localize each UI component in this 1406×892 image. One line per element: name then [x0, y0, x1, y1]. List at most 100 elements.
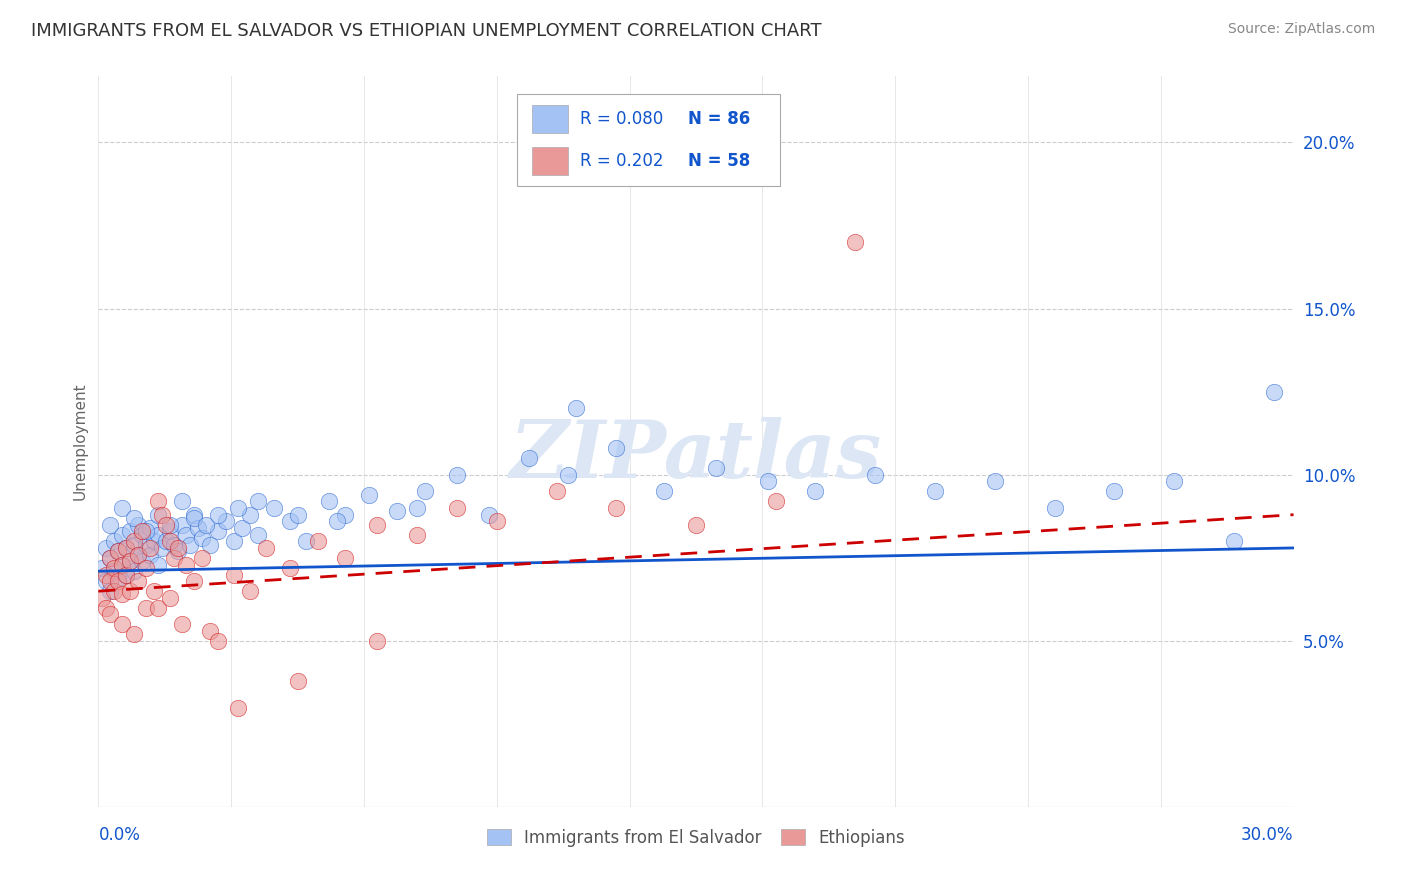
Point: [183, 508, 205, 522]
Point: [605, 441, 627, 455]
Point: [103, 561, 125, 575]
Point: [326, 514, 349, 528]
Point: [98, 550, 122, 565]
Text: R = 0.202: R = 0.202: [581, 152, 664, 169]
Point: [143, 584, 166, 599]
Y-axis label: Unemployment: Unemployment: [72, 383, 87, 500]
Point: [148, 558, 170, 572]
Point: [546, 484, 568, 499]
Point: [98, 574, 122, 589]
Point: [135, 600, 157, 615]
Point: [139, 548, 162, 562]
Point: [135, 524, 157, 539]
Point: [111, 527, 134, 541]
FancyBboxPatch shape: [533, 147, 568, 175]
Text: 30.0%: 30.0%: [1241, 826, 1294, 844]
Point: [167, 541, 190, 555]
Point: [124, 627, 146, 641]
Point: [195, 517, 218, 532]
Point: [148, 527, 170, 541]
Point: [239, 508, 262, 522]
Point: [111, 587, 134, 601]
Text: IMMIGRANTS FROM EL SALVADOR VS ETHIOPIAN UNEMPLOYMENT CORRELATION CHART: IMMIGRANTS FROM EL SALVADOR VS ETHIOPIAN…: [31, 22, 821, 40]
Point: [246, 494, 269, 508]
Point: [96, 600, 118, 615]
Point: [804, 484, 827, 499]
FancyBboxPatch shape: [533, 105, 568, 133]
Legend: Immigrants from El Salvador, Ethiopians: Immigrants from El Salvador, Ethiopians: [481, 822, 911, 854]
Point: [1043, 501, 1066, 516]
Point: [131, 527, 153, 541]
Point: [198, 538, 221, 552]
Point: [120, 524, 142, 539]
Point: [174, 527, 197, 541]
Point: [179, 538, 201, 552]
Point: [865, 467, 887, 482]
Point: [335, 550, 357, 565]
Point: [446, 501, 468, 516]
Point: [96, 567, 118, 582]
Point: [115, 541, 138, 555]
Point: [652, 484, 675, 499]
Text: R = 0.080: R = 0.080: [581, 110, 664, 128]
Point: [198, 624, 221, 638]
Point: [605, 501, 627, 516]
Point: [96, 574, 118, 589]
Point: [98, 607, 122, 622]
Point: [91, 591, 114, 605]
Point: [478, 508, 501, 522]
Point: [148, 508, 170, 522]
Point: [124, 564, 146, 578]
Point: [159, 591, 181, 605]
Text: N = 86: N = 86: [688, 110, 749, 128]
Point: [191, 531, 214, 545]
Point: [172, 517, 194, 532]
Text: 0.0%: 0.0%: [98, 826, 141, 844]
Point: [254, 541, 277, 555]
Point: [163, 538, 186, 552]
Point: [485, 514, 508, 528]
Point: [103, 584, 125, 599]
Point: [98, 517, 122, 532]
Point: [413, 484, 436, 499]
Point: [111, 617, 134, 632]
Point: [103, 564, 125, 578]
Point: [222, 567, 245, 582]
Point: [127, 517, 149, 532]
Point: [222, 534, 245, 549]
Point: [111, 501, 134, 516]
Point: [155, 534, 177, 549]
Point: [239, 584, 262, 599]
Point: [366, 634, 388, 648]
Point: [1163, 475, 1185, 489]
Point: [446, 467, 468, 482]
FancyBboxPatch shape: [517, 95, 779, 186]
Point: [191, 550, 214, 565]
Point: [107, 571, 129, 585]
Point: [1104, 484, 1126, 499]
Point: [124, 534, 146, 549]
Point: [557, 467, 579, 482]
Point: [115, 541, 138, 555]
Point: [565, 401, 588, 416]
Point: [207, 524, 229, 539]
Point: [115, 567, 138, 582]
Point: [406, 501, 429, 516]
Point: [318, 494, 340, 508]
Point: [1263, 384, 1285, 399]
Point: [1223, 534, 1246, 549]
Point: [143, 534, 166, 549]
Point: [406, 527, 429, 541]
Point: [111, 558, 134, 572]
Point: [207, 508, 229, 522]
Point: [120, 554, 142, 568]
Point: [294, 534, 316, 549]
Point: [287, 673, 309, 688]
Point: [91, 561, 114, 575]
Point: [124, 511, 146, 525]
Point: [135, 561, 157, 575]
Point: [139, 521, 162, 535]
Point: [246, 527, 269, 541]
Point: [172, 617, 194, 632]
Point: [984, 475, 1007, 489]
